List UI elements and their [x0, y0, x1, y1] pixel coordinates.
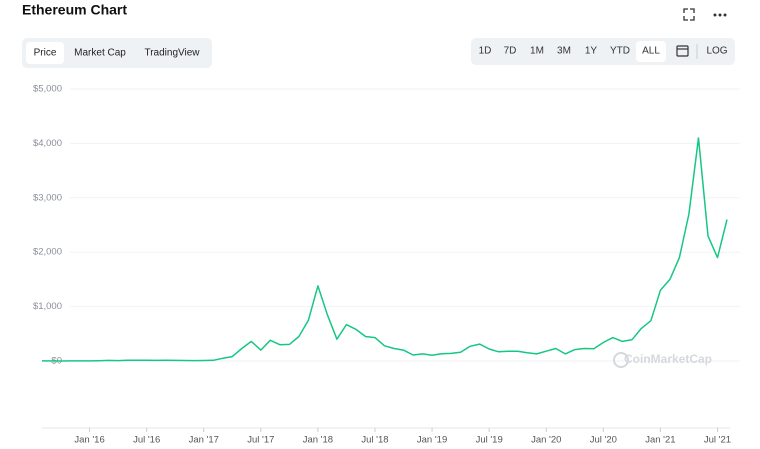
x-tick-label: Jul '16: [133, 435, 160, 446]
price-line: [42, 137, 728, 362]
calendar-icon[interactable]: [676, 45, 689, 57]
y-tick-label: $4,000: [33, 138, 62, 149]
x-tick-label: Jan '17: [189, 435, 219, 446]
range-button[interactable]: 1M: [530, 46, 544, 57]
x-tick-label: Jan '18: [303, 435, 333, 446]
range-button[interactable]: 1D: [479, 46, 492, 57]
range-button[interactable]: 3M: [557, 46, 571, 57]
x-tick-label: Jul '20: [590, 435, 617, 446]
y-tick-label: $5,000: [33, 84, 62, 95]
range-bar: [471, 38, 735, 65]
x-tick-label: Jan '21: [645, 435, 675, 446]
tab-bar: [22, 38, 212, 68]
range-button[interactable]: ALL: [642, 46, 660, 57]
range-button[interactable]: 7D: [504, 46, 517, 57]
x-tick-label: Jul '21: [704, 435, 731, 446]
y-tick-label: $1,000: [33, 301, 62, 312]
fullscreen-icon[interactable]: [683, 8, 695, 21]
range-selected: [636, 41, 666, 62]
x-tick-label: Jan '19: [417, 435, 447, 446]
page-title: Ethereum Chart: [22, 2, 127, 18]
tab[interactable]: Market Cap: [74, 48, 126, 59]
watermark: CoinMarketCap: [624, 352, 712, 366]
x-tick-label: Jul '17: [247, 435, 274, 446]
x-tick-label: Jul '18: [361, 435, 388, 446]
tab[interactable]: Price: [34, 48, 57, 59]
range-button[interactable]: YTD: [610, 46, 630, 57]
x-tick-label: Jan '20: [531, 435, 561, 446]
x-tick-label: Jan '16: [74, 435, 104, 446]
watermark-logo: [613, 352, 629, 368]
range-button[interactable]: 1Y: [585, 46, 598, 57]
x-tick-label: Jul '19: [476, 435, 503, 446]
log-toggle[interactable]: LOG: [706, 46, 727, 57]
more-icon[interactable]: [713, 13, 727, 17]
tab-selected: [26, 42, 64, 64]
y-tick-label: $2,000: [33, 247, 62, 258]
y-tick-label: $3,000: [33, 192, 62, 203]
tab[interactable]: TradingView: [144, 48, 200, 59]
